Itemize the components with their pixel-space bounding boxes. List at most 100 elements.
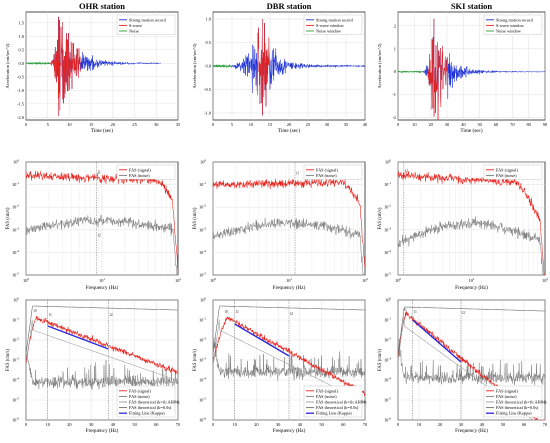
y-tick-label: 100 (200, 159, 206, 165)
x-tick-exponent: 0 (214, 277, 216, 281)
y-tick-exponent: -4 (16, 249, 19, 253)
x-tick-label: 0 (25, 422, 28, 427)
legend-label: Noise window (316, 29, 342, 34)
x-tick-exponent: 2 (179, 277, 181, 281)
x-tick-label: 40 (480, 422, 485, 427)
y-tick-exponent: -2 (388, 204, 391, 208)
y-tick-label: 1.0 (206, 17, 212, 22)
legend-label: FAS theoretical (k=fit AH84) (129, 400, 180, 405)
chart-4: 100 101 10210-510-410-310-210-1100f1f2Freq… (6, 159, 181, 292)
y-tick-label: 10-4 (384, 377, 391, 383)
y-axis-label: Acceleration (cm/sec^2) (377, 43, 382, 88)
legend-box (116, 164, 176, 180)
x-tick-label: 0 (212, 422, 215, 427)
x-tick-label: 70 (543, 422, 548, 427)
y-tick-label: 10-1 (384, 181, 391, 187)
frequency-marker-label: f2 (110, 313, 113, 317)
x-tick-label: 30 (459, 422, 464, 427)
legend-label: FAS (noise) (129, 394, 150, 399)
x-tick-label: 10 (249, 122, 254, 127)
x-tick-label: 100 (23, 277, 29, 283)
x-tick-label: 30 (276, 422, 281, 427)
y-tick-label: 10-2 (12, 337, 19, 343)
legend-label: Noise window (496, 29, 522, 34)
x-tick-exponent: 1 (290, 277, 292, 281)
y-tick-label: -2 (392, 115, 396, 120)
kappa-fitting-line (412, 319, 462, 363)
y-tick-label: 0 (394, 69, 397, 74)
y-tick-exponent: -3 (203, 357, 206, 361)
waveform-noise (25, 61, 51, 66)
y-tick-exponent: -5 (203, 272, 206, 276)
frequency-marker-label: f0 (34, 309, 37, 313)
x-tick-label: 20 (67, 422, 72, 427)
x-tick-label: 40 (461, 122, 466, 127)
x-tick-label: 5 (47, 122, 50, 127)
x-tick-label: 10 (233, 422, 238, 427)
x-tick-label: 80 (526, 122, 531, 127)
x-tick-label: 30 (89, 422, 94, 427)
x-tick-label: 40 (298, 422, 303, 427)
x-tick-label: 90 (543, 122, 548, 127)
y-tick-label: 10-4 (12, 249, 19, 255)
y-tick-label: 10-4 (199, 377, 206, 383)
x-tick-label: 30 (154, 122, 159, 127)
legend-label: FAS (noise) (316, 173, 337, 178)
chart-title: DBR station (267, 1, 312, 11)
y-tick-label: 100 (13, 297, 19, 303)
frequency-marker-label: f2 (462, 311, 465, 315)
waveform-noise (212, 63, 233, 69)
x-tick-label: 100 (395, 277, 401, 283)
y-tick-exponent: -2 (16, 337, 19, 341)
x-tick-label: 50 (477, 122, 482, 127)
y-tick-label: 10-2 (12, 204, 19, 210)
x-tick-label: 0 (397, 422, 400, 427)
y-tick-label: 10-3 (199, 357, 206, 363)
legend-label: S-wave window (316, 23, 345, 28)
signal-spectrum (212, 177, 366, 268)
y-tick-exponent: -5 (203, 397, 206, 401)
x-axis-label: Time (sec) (460, 127, 482, 134)
legend-box (303, 164, 363, 180)
waveform-s-wave (427, 18, 448, 121)
y-tick-label: 10-1 (199, 181, 206, 187)
x-tick-label: 5 (231, 122, 234, 127)
legend-label: FAS theoretical (k=0.0s) (496, 405, 539, 410)
signal-spectrum (25, 315, 179, 375)
x-tick-label: 10 (46, 422, 51, 427)
frequency-marker-label: f0 (225, 310, 228, 314)
x-tick-label: 35 (344, 122, 349, 127)
y-tick-label: 2 (394, 23, 396, 28)
frequency-marker-label: f1 (98, 170, 101, 174)
y-tick-exponent: -1 (203, 317, 206, 321)
y-tick-exponent: -5 (388, 272, 391, 276)
x-tick-label: 10 (67, 122, 72, 127)
x-tick-exponent: 1 (103, 277, 105, 281)
x-tick-label: 50 (132, 422, 137, 427)
legend-box (483, 14, 543, 35)
y-tick-label: 0.0 (19, 61, 25, 66)
frequency-marker-label: f0 (403, 308, 406, 312)
y-tick-exponent: -4 (388, 377, 391, 381)
frequency-marker-label: f1 (414, 310, 417, 314)
x-tick-label: 0 (397, 122, 400, 127)
chart-9: 0 10 20 30 40 50 60 70 10-6 10-5 10-4 10-3 10-2 10-1 1… (378, 297, 548, 435)
y-tick-exponent: -3 (388, 226, 391, 230)
x-tick-label: 102 (362, 277, 368, 283)
x-tick-label: 0 (25, 122, 28, 127)
y-tick-label: 10-6 (199, 417, 206, 423)
x-tick-label: 25 (132, 122, 137, 127)
kappa-fitting-line (47, 325, 109, 350)
y-tick-label: 10-4 (199, 249, 206, 255)
x-tick-label: 101 (99, 277, 105, 283)
legend-label: FAS (signal) (496, 388, 518, 393)
y-tick-label: 1.0 (19, 34, 25, 39)
y-tick-label: 10-5 (12, 397, 19, 403)
chart-title: OHR station (79, 1, 125, 11)
x-tick-exponent: 0 (399, 277, 401, 281)
frequency-marker-label: f1 (405, 169, 408, 173)
noise-spectrum (397, 216, 545, 276)
y-tick-exponent: -2 (203, 337, 206, 341)
y-tick-exponent: -2 (388, 337, 391, 341)
x-tick-exponent: 2 (366, 277, 368, 281)
